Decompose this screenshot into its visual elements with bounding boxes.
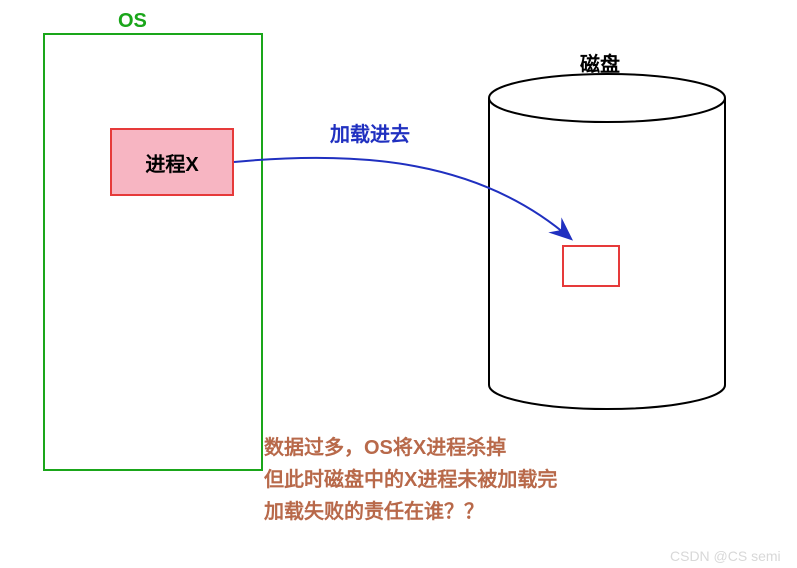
process-x-label: 进程X [145, 148, 198, 177]
cylinder-bottom-arc [489, 385, 725, 409]
caption-line3: 加载失败的责任在谁？？ [264, 501, 484, 523]
disk-label: 磁盘 [580, 48, 620, 77]
os-container-box [43, 33, 263, 471]
load-arrow [234, 158, 570, 238]
watermark: CSDN @CS semi [670, 548, 781, 564]
cylinder-top-ellipse [489, 74, 725, 122]
disk-cylinder [489, 74, 725, 409]
caption-text: 数据过多，OS将X进程杀掉 但此时磁盘中的X进程未被加载完 加载失败的责任在谁？… [264, 432, 557, 528]
arrow-label: 加载进去 [330, 118, 410, 147]
os-label: OS [118, 10, 147, 33]
caption-line2: 但此时磁盘中的X进程未被加载完 [264, 469, 557, 491]
process-x-box: 进程X [110, 128, 234, 196]
disk-inner-box [562, 245, 620, 287]
caption-line1: 数据过多，OS将X进程杀掉 [264, 437, 506, 459]
